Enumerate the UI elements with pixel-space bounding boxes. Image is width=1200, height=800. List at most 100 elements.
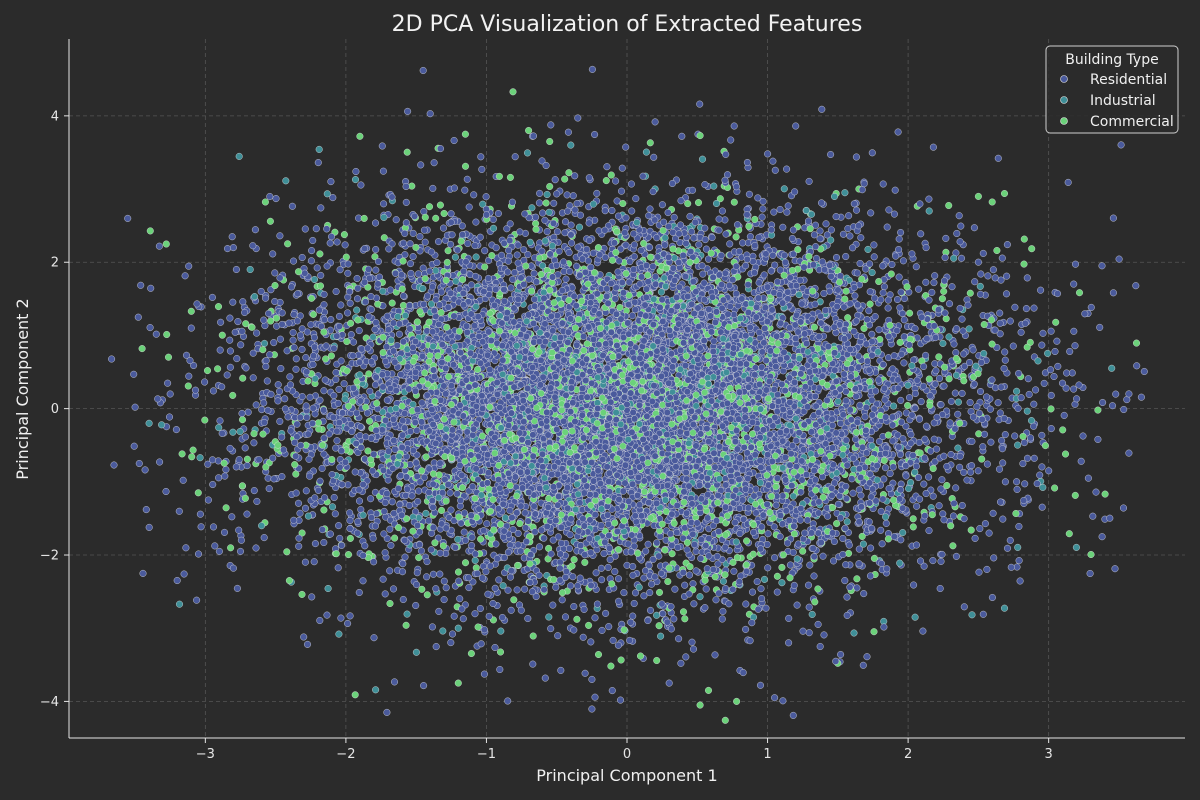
point-residential <box>332 287 340 296</box>
point-residential <box>920 362 928 371</box>
point-residential <box>323 611 331 619</box>
point-residential <box>665 679 673 687</box>
point-commercial <box>844 314 852 322</box>
point-residential <box>1086 569 1094 578</box>
point-residential <box>897 536 905 544</box>
point-residential <box>478 165 486 173</box>
point-residential <box>142 506 150 514</box>
point-residential <box>629 612 637 620</box>
point-commercial <box>346 534 354 542</box>
point-residential <box>538 157 546 165</box>
point-commercial <box>322 355 330 363</box>
point-residential <box>646 606 655 614</box>
point-residential <box>201 378 209 386</box>
point-commercial <box>617 656 625 664</box>
point-residential <box>916 495 924 503</box>
point-residential <box>1060 411 1068 419</box>
point-residential <box>868 149 876 157</box>
point-commercial <box>570 556 578 564</box>
point-residential <box>805 629 813 637</box>
grid-lines <box>69 39 1185 738</box>
point-residential <box>253 497 261 505</box>
point-residential <box>271 269 279 277</box>
point-residential <box>446 489 454 497</box>
point-residential <box>286 373 294 381</box>
point-residential <box>897 288 905 296</box>
point-residential <box>260 418 268 427</box>
point-residential <box>554 632 562 640</box>
point-residential <box>292 365 300 373</box>
point-residential <box>463 328 471 336</box>
point-residential <box>937 401 945 409</box>
point-residential <box>344 269 352 277</box>
point-residential <box>812 254 821 262</box>
point-residential <box>1021 480 1029 488</box>
point-commercial <box>581 558 589 566</box>
point-residential <box>570 602 578 611</box>
point-residential <box>1050 372 1058 381</box>
point-residential <box>592 569 600 577</box>
point-industrial <box>526 238 534 246</box>
point-commercial <box>510 596 518 604</box>
point-residential <box>494 209 502 218</box>
point-residential <box>286 381 295 389</box>
point-residential <box>469 578 477 586</box>
point-commercial <box>178 450 186 458</box>
point-residential <box>463 175 471 183</box>
point-residential <box>779 492 787 500</box>
point-commercial <box>227 544 235 552</box>
point-residential <box>866 288 874 296</box>
point-residential <box>875 437 883 446</box>
point-residential <box>331 510 339 518</box>
point-commercial <box>814 585 822 593</box>
point-commercial <box>681 615 689 623</box>
point-commercial <box>214 365 222 373</box>
point-residential <box>804 217 813 225</box>
point-residential <box>260 534 268 542</box>
point-residential <box>1025 390 1033 398</box>
point-residential <box>472 218 480 226</box>
point-residential <box>456 595 464 603</box>
point-industrial <box>310 275 319 284</box>
point-residential <box>591 693 599 701</box>
point-residential <box>945 300 954 308</box>
point-residential <box>156 458 164 466</box>
point-commercial <box>146 227 154 235</box>
point-residential <box>471 610 479 618</box>
point-residential <box>730 567 738 575</box>
point-residential <box>561 613 570 621</box>
point-residential <box>718 615 726 623</box>
point-residential <box>1071 342 1079 350</box>
point-residential <box>288 202 296 210</box>
point-residential <box>570 626 578 634</box>
point-residential <box>622 143 630 151</box>
point-commercial <box>436 201 444 209</box>
point-residential <box>640 592 648 600</box>
point-residential <box>387 541 395 549</box>
point-residential <box>868 330 876 338</box>
point-commercial <box>568 562 576 570</box>
point-residential <box>561 218 570 226</box>
point-residential <box>264 474 272 482</box>
point-residential <box>508 198 516 206</box>
point-residential <box>293 317 301 325</box>
point-commercial <box>415 554 423 562</box>
point-industrial <box>412 648 420 656</box>
point-commercial <box>440 209 448 218</box>
point-residential <box>574 114 582 122</box>
point-commercial <box>1047 405 1055 413</box>
point-residential <box>215 474 223 482</box>
point-residential <box>1140 367 1148 376</box>
point-residential <box>513 251 521 259</box>
point-residential <box>222 466 230 474</box>
point-residential <box>1077 457 1085 465</box>
point-residential <box>337 357 345 365</box>
point-residential <box>355 327 363 335</box>
point-commercial <box>1052 318 1060 326</box>
point-residential <box>822 220 830 228</box>
point-residential <box>228 513 236 521</box>
point-industrial <box>567 141 575 149</box>
point-residential <box>996 330 1004 338</box>
point-residential <box>957 254 966 262</box>
point-residential <box>358 345 366 353</box>
